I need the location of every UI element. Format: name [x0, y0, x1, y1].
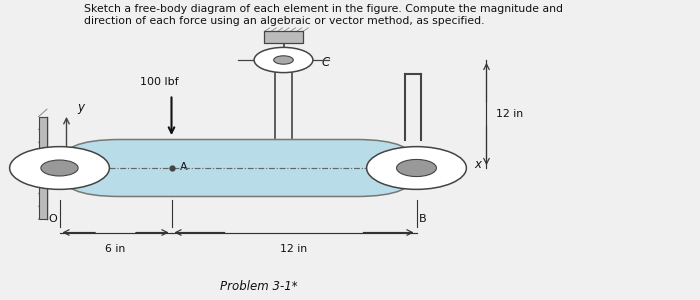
- Text: O: O: [48, 214, 57, 224]
- Text: 6 in: 6 in: [106, 244, 125, 254]
- Circle shape: [41, 160, 78, 176]
- Text: Problem 3-1*: Problem 3-1*: [220, 280, 298, 292]
- Text: 12 in: 12 in: [496, 109, 523, 119]
- Text: direction of each force using an algebraic or vector method, as specified.: direction of each force using an algebra…: [84, 16, 484, 26]
- Text: 12 in: 12 in: [281, 244, 307, 254]
- Circle shape: [396, 159, 437, 176]
- Text: A: A: [180, 162, 188, 172]
- Circle shape: [10, 147, 109, 189]
- Circle shape: [274, 56, 293, 64]
- FancyBboxPatch shape: [60, 140, 416, 196]
- Bar: [38, 117, 47, 219]
- Circle shape: [254, 47, 313, 73]
- Text: x: x: [474, 158, 481, 172]
- Text: B: B: [419, 214, 426, 224]
- Text: Sketch a free-body diagram of each element in the figure. Compute the magnitude : Sketch a free-body diagram of each eleme…: [84, 4, 563, 14]
- Text: 100 lbf: 100 lbf: [140, 77, 178, 87]
- Circle shape: [367, 147, 466, 189]
- Text: y: y: [77, 101, 84, 115]
- Text: C: C: [321, 56, 330, 70]
- Bar: [265, 32, 302, 43]
